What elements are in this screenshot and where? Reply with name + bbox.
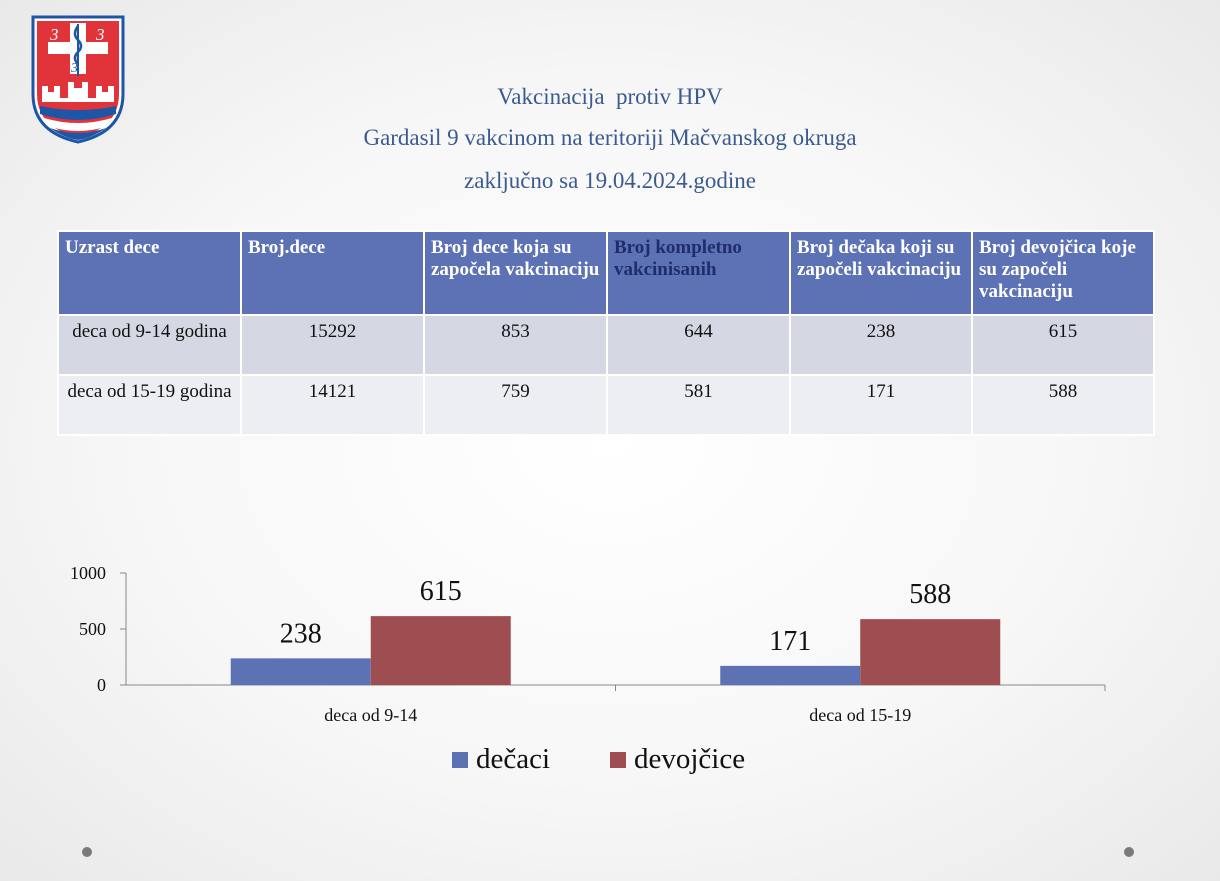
svg-text:3: 3 [70,61,78,76]
slide-dot-right [1124,847,1134,857]
legend-label: devojčice [634,743,745,775]
table-cell: deca od 15-19 godina [57,374,242,436]
legend-swatch [452,752,468,768]
data-label: 238 [280,618,322,649]
table-cell: 615 [971,314,1155,376]
y-tick-label: 1000 [70,563,106,583]
header-boys-started: Broj dečaka koji su započeli vakcinaciju [789,230,973,316]
table-cell: 238 [789,314,973,376]
legend-label: dečaci [476,743,550,775]
y-tick-label: 0 [97,675,106,695]
table-cell: 581 [606,374,791,436]
header-children-count: Broj.dece [240,230,425,316]
x-category-label: deca od 9-14 [324,705,417,725]
header-girls-started: Broj devojčica koje su započeli vakcinac… [971,230,1155,316]
x-category-label: deca od 15-19 [809,705,911,725]
table-cell: 644 [606,314,791,376]
header-fully-vaccinated: Broj kompletno vakcinisanih [606,230,791,316]
coat-of-arms-logo: 3 3 3 [31,15,125,144]
bar-girls [370,616,511,685]
table-header-row: Uzrast dece Broj.dece Broj dece koja su … [57,230,1155,316]
bar-boys [230,658,371,685]
slide-dot-left [82,847,92,857]
table-cell: deca od 9-14 godina [57,314,242,376]
bar-boys [720,665,861,685]
data-label: 588 [909,579,951,610]
svg-text:3: 3 [49,25,59,44]
table-row: deca od 15-19 godina 14121 759 581 171 5… [57,374,1155,436]
header-age: Uzrast dece [57,230,242,316]
bar-chart: 0 500 1000 deca od 9-14 238 615 deca od 15-19 1… [70,563,1106,775]
svg-text:3: 3 [95,25,105,44]
title-line-3: zaključno sa 19.04.2024.godine [464,168,756,193]
title-line-2: Gardasil 9 vakcinom na teritoriji Mačvan… [363,125,857,150]
bar-girls [860,619,1001,685]
table-cell: 15292 [240,314,425,376]
title-line-1: Vakcinacija protiv HPV [497,84,723,109]
legend-swatch [610,752,626,768]
table-cell: 171 [789,374,973,436]
table-cell: 853 [423,314,608,376]
table-cell: 588 [971,374,1155,436]
table-row: deca od 9-14 godina 15292 853 644 238 61… [57,314,1155,376]
data-label: 615 [420,576,462,607]
y-tick-label: 500 [79,619,106,639]
header-started-vaccination: Broj dece koja su započela vakcinaciju [423,230,608,316]
vaccination-table: Uzrast dece Broj.dece Broj dece koja su … [57,230,1155,436]
table-cell: 14121 [240,374,425,436]
table-cell: 759 [423,374,608,436]
data-label: 171 [769,626,811,657]
